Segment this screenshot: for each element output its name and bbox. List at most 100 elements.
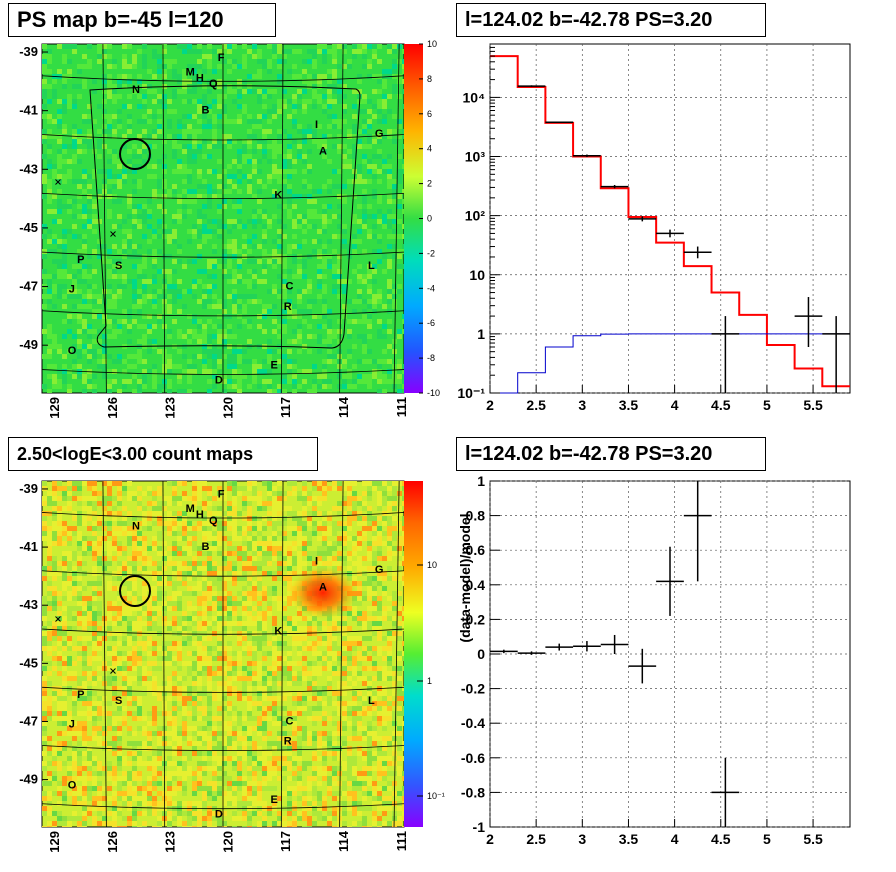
- map-pixel: [152, 676, 157, 681]
- map-pixel: [317, 274, 322, 279]
- map-pixel: [257, 59, 262, 64]
- map-pixel: [272, 526, 277, 531]
- map-pixel: [212, 576, 217, 581]
- map-pixel: [62, 54, 67, 59]
- map-pixel: [252, 656, 257, 661]
- map-pixel: [297, 556, 302, 561]
- map-pixel: [102, 254, 107, 259]
- map-pixel: [57, 671, 62, 676]
- map-pixel: [257, 124, 262, 129]
- map-pixel: [47, 751, 52, 756]
- map-pixel: [137, 661, 142, 666]
- map-pixel: [142, 561, 147, 566]
- map-pixel: [307, 536, 312, 541]
- map-pixel: [42, 721, 47, 726]
- map-pixel: [242, 279, 247, 284]
- map-pixel: [187, 741, 192, 746]
- map-pixel: [202, 586, 207, 591]
- map-pixel: [112, 64, 117, 69]
- map-pixel: [292, 571, 297, 576]
- map-pixel: [87, 811, 92, 816]
- map-pixel: [92, 491, 97, 496]
- map-pixel: [262, 234, 267, 239]
- map-pixel: [172, 169, 177, 174]
- map-pixel: [302, 506, 307, 511]
- map-pixel: [252, 516, 257, 521]
- map-pixel: [212, 671, 217, 676]
- map-pixel: [187, 199, 192, 204]
- map-pixel: [262, 816, 267, 821]
- map-pixel: [297, 626, 302, 631]
- map-pixel: [127, 571, 132, 576]
- map-pixel: [297, 776, 302, 781]
- map-pixel: [202, 179, 207, 184]
- map-pixel: [142, 314, 147, 319]
- map-pixel: [347, 159, 352, 164]
- map-pixel: [137, 566, 142, 571]
- map-pixel: [87, 796, 92, 801]
- map-pixel: [282, 531, 287, 536]
- map-pixel: [142, 741, 147, 746]
- map-pixel: [107, 631, 112, 636]
- map-pixel: [142, 791, 147, 796]
- map-pixel: [167, 516, 172, 521]
- map-pixel: [127, 691, 132, 696]
- map-pixel: [42, 601, 47, 606]
- map-pixel: [262, 766, 267, 771]
- map-pixel: [237, 526, 242, 531]
- map-pixel: [247, 119, 252, 124]
- map-pixel: [212, 536, 217, 541]
- map-pixel: [227, 591, 232, 596]
- map-pixel: [242, 44, 247, 49]
- map-pixel: [172, 299, 177, 304]
- map-pixel: [97, 329, 102, 334]
- map-pixel: [87, 184, 92, 189]
- map-pixel: [267, 59, 272, 64]
- map-pixel: [287, 716, 292, 721]
- map-pixel: [77, 139, 82, 144]
- map-pixel: [402, 69, 404, 74]
- map-pixel: [397, 174, 402, 179]
- map-pixel: [232, 816, 237, 821]
- map-pixel: [232, 44, 237, 49]
- map-pixel: [107, 806, 112, 811]
- map-pixel: [312, 59, 317, 64]
- map-pixel: [182, 49, 187, 54]
- map-pixel: [157, 124, 162, 129]
- map-pixel: [97, 239, 102, 244]
- map-pixel: [107, 89, 112, 94]
- map-pixel: [87, 119, 92, 124]
- map-pixel: [97, 611, 102, 616]
- map-pixel: [187, 691, 192, 696]
- map-pixel: [207, 796, 212, 801]
- map-pixel: [362, 179, 367, 184]
- map-pixel: [307, 164, 312, 169]
- map-pixel: [267, 349, 272, 354]
- map-pixel: [152, 194, 157, 199]
- map-pixel: [287, 746, 292, 751]
- map-pixel: [192, 114, 197, 119]
- map-pixel: [197, 546, 202, 551]
- map-pixel: [297, 786, 302, 791]
- map-pixel: [217, 94, 222, 99]
- map-pixel: [382, 94, 387, 99]
- map-pixel: [227, 681, 232, 686]
- map-pixel: [67, 726, 72, 731]
- map-pixel: [117, 501, 122, 506]
- map-pixel: [247, 696, 252, 701]
- map-pixel: [267, 536, 272, 541]
- map-pixel: [182, 756, 187, 761]
- map-pixel: [217, 776, 222, 781]
- map-pixel: [302, 701, 307, 706]
- map-pixel: [122, 379, 127, 384]
- map-pixel: [197, 496, 202, 501]
- map-pixel: [107, 541, 112, 546]
- map-pixel: [127, 204, 132, 209]
- map-pixel: [252, 491, 257, 496]
- map-pixel: [102, 526, 107, 531]
- map-pixel: [262, 611, 267, 616]
- map-pixel: [172, 229, 177, 234]
- map-pixel: [222, 104, 227, 109]
- map-pixel: [182, 736, 187, 741]
- map-pixel: [202, 731, 207, 736]
